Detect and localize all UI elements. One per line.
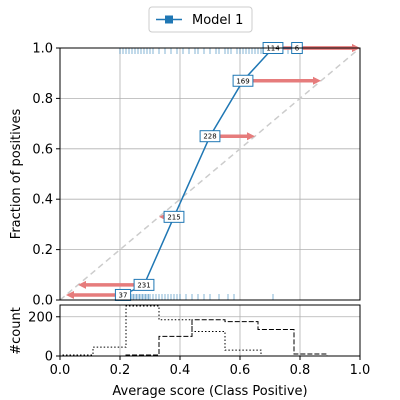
- main-plot-frame: [59, 47, 361, 301]
- main-y-axis-label: Fraction of positives: [9, 109, 24, 240]
- hist-y-tick-label: 0: [45, 350, 53, 365]
- hist-x-tick-label: 1.0: [350, 363, 371, 378]
- hist-x-tick-label: 0.0: [50, 363, 71, 378]
- main-y-ticks: 0.0 0.2 0.4 0.6 0.8 1.0: [32, 42, 60, 309]
- main-y-tick-label: 0.0: [32, 294, 53, 309]
- legend-entry-label: Model 1: [192, 13, 243, 28]
- calibration-arrow-head: [247, 132, 255, 141]
- legend-swatch-marker: [165, 15, 173, 24]
- series-line-model-1: [122, 47, 297, 296]
- bin-count-label: 215: [167, 213, 180, 221]
- perfect-calibration-line: [59, 47, 361, 301]
- main-y-tick-label: 0.6: [32, 142, 53, 157]
- bin-count-box: [199, 130, 221, 143]
- calibration-arrow-head: [313, 76, 321, 85]
- bin-count-label: 228: [203, 133, 216, 141]
- hist-y-axis-label: #count: [9, 307, 24, 355]
- main-y-tick-label: 0.2: [32, 243, 53, 258]
- hist-plot-frame: [59, 304, 361, 357]
- calibration-arrow-head: [66, 290, 74, 299]
- calibration-arrow-head: [78, 280, 86, 289]
- bin-count-box: [232, 74, 254, 87]
- x-axis-label: Average score (Class Positive): [112, 384, 307, 399]
- rug-negative: [119, 294, 274, 300]
- bin-count-box: [163, 210, 185, 223]
- hist-x-tick-label: 0.2: [110, 363, 131, 378]
- calibration-arrows: [66, 44, 360, 299]
- histogram-dotted: [59, 305, 262, 356]
- bin-count-label: 37: [119, 291, 128, 299]
- hist-x-ticks: 0.0 0.2 0.4 0.6 0.8 1.0: [50, 356, 371, 378]
- bin-count-label: 231: [137, 281, 150, 289]
- legend: Model 1: [148, 6, 253, 33]
- hist-x-tick-label: 0.4: [170, 363, 191, 378]
- main-y-tick-label: 0.4: [32, 193, 53, 208]
- main-y-tick-label: 1.0: [32, 42, 53, 57]
- hist-y-ticks: 0 200: [28, 310, 60, 365]
- hist-y-tick-label: 200: [28, 310, 53, 325]
- bin-count-label: 169: [236, 77, 249, 85]
- bin-count-box: [133, 278, 155, 291]
- histogram-dashed: [125, 319, 328, 356]
- hist-x-tick-label: 0.8: [290, 363, 311, 378]
- main-y-tick-label: 0.8: [32, 92, 53, 107]
- legend-frame: [148, 6, 253, 33]
- hist-x-tick-label: 0.6: [230, 363, 251, 378]
- histogram-panel: 0 200 0.0 0.2 0.4 0.6 0.8 1.0 #count Average s…: [9, 304, 371, 399]
- hist-grid: [59, 305, 361, 357]
